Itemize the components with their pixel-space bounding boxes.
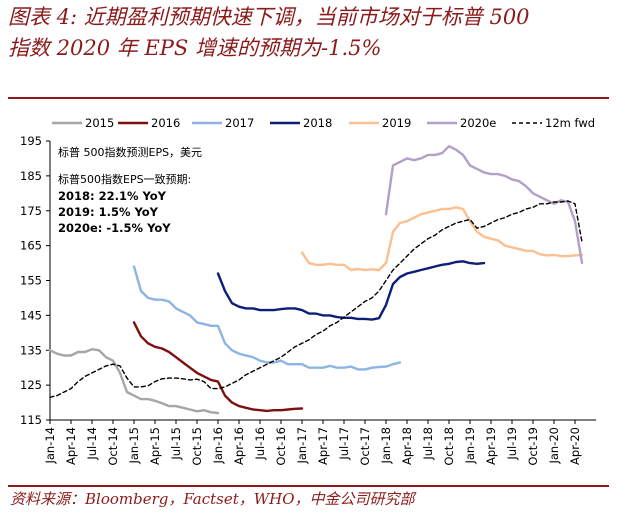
x-tick-label: Apr-18: [400, 427, 414, 465]
legend-label-2017: 2017: [225, 116, 254, 130]
series-line-2018: [216, 260, 486, 321]
x-tick-label: Jul-19: [505, 427, 519, 461]
x-tick-label: Jan-20: [547, 427, 561, 465]
source-note: 资料来源：Bloomberg，Factset，WHO，中金公司研究部: [10, 490, 415, 508]
x-tick-label: Apr-17: [316, 427, 330, 465]
x-tick-label: Jan-19: [463, 427, 477, 465]
series-line-2015: [48, 348, 220, 415]
y-tick-label: 195: [20, 134, 42, 148]
x-tick-label: Oct-17: [358, 427, 372, 466]
x-tick-label: Jul-16: [253, 427, 267, 461]
x-tick-label: Apr-14: [64, 427, 78, 465]
consensus-line: 2020e: -1.5% YoY: [58, 221, 171, 235]
x-tick-label: Apr-15: [148, 427, 162, 465]
legend-label-2018: 2018: [303, 116, 332, 130]
y-tick-label: 185: [20, 169, 42, 183]
x-tick-label: Oct-18: [442, 427, 456, 466]
title-line-1: 图表 4: 近期盈利预期快速下调，当前市场对于标普 500: [8, 5, 530, 29]
series-line-2017: [132, 265, 402, 371]
x-tick-label: Jan-14: [43, 427, 57, 465]
source-divider: [8, 485, 609, 487]
x-tick-label: Jul-18: [421, 427, 435, 461]
chart-title: 图表 4: 近期盈利预期快速下调，当前市场对于标普 500 指数 2020 年 …: [8, 2, 608, 64]
title-divider: [8, 97, 609, 99]
legend-label-2015: 2015: [85, 116, 114, 130]
title-line-2: 指数 2020 年 EPS 增速的预期为-1.5%: [8, 36, 382, 60]
consensus-line: 2018: 22.1% YoY: [58, 189, 167, 203]
consensus-line: 2019: 1.5% YoY: [58, 205, 159, 219]
x-tick-label: Oct-16: [274, 427, 288, 466]
legend-label-2019: 2019: [382, 116, 411, 130]
x-tick-label: Jan-16: [211, 427, 225, 465]
legend-label-12m-fwd: 12m fwd: [545, 116, 595, 130]
x-tick-label: Jan-17: [295, 427, 309, 465]
x-tick-label: Oct-15: [190, 427, 204, 466]
series-line-2020e: [384, 145, 584, 265]
x-tick-label: Apr-19: [484, 427, 498, 465]
y-tick-label: 165: [20, 239, 42, 253]
y-tick-label: 115: [20, 413, 42, 427]
series-line-12m-fwd: [49, 200, 583, 398]
x-tick-label: Oct-14: [106, 427, 120, 466]
series-line-2019: [300, 206, 584, 272]
x-tick-label: Jan-18: [379, 427, 393, 465]
x-tick-label: Apr-16: [232, 427, 246, 465]
series-line-2016: [132, 321, 304, 413]
x-tick-label: Oct-19: [526, 427, 540, 466]
x-tick-label: Jan-15: [127, 427, 141, 465]
unit-annotation: 标普 500指数预测EPS，美元: [58, 145, 202, 159]
y-tick-label: 175: [20, 204, 42, 218]
x-tick-label: Apr-20: [568, 427, 582, 465]
consensus-header: 标普500指数EPS一致预期:: [58, 172, 191, 186]
x-tick-label: Jul-15: [169, 427, 183, 461]
legend-label-2020e: 2020e: [460, 116, 496, 130]
legend-label-2016: 2016: [151, 116, 180, 130]
y-tick-label: 125: [20, 378, 42, 392]
y-tick-label: 155: [20, 274, 42, 288]
x-tick-label: Jul-17: [337, 427, 351, 461]
x-tick-label: Jul-14: [85, 427, 99, 461]
y-tick-label: 145: [20, 308, 42, 322]
y-tick-label: 135: [20, 343, 42, 357]
